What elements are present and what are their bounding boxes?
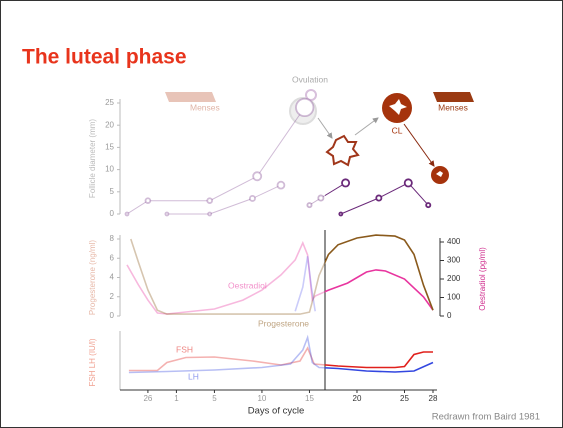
y-axis-title: Follicle diameter (mm): [88, 119, 97, 198]
annotation: Menses: [190, 102, 220, 112]
menses-bar: [165, 92, 216, 102]
y-tick-label: 5: [110, 187, 115, 196]
follicle: [405, 179, 412, 186]
annotation: Menses: [438, 102, 468, 112]
series-label: FSH: [176, 344, 193, 354]
x-tick-label: 26: [143, 394, 152, 403]
x-tick-label: 15: [305, 394, 314, 403]
follicle: [208, 213, 211, 216]
follicle: [296, 99, 313, 116]
y2-tick-label: 200: [447, 274, 461, 283]
follicle: [278, 182, 285, 189]
x-tick-label: 1: [174, 394, 179, 403]
x-tick-label: 25: [400, 394, 409, 403]
y-tick-label: 2: [110, 292, 115, 301]
annotation: Ovulation: [292, 74, 328, 84]
y2-tick-label: 400: [447, 237, 461, 246]
page: {"title": "The luteal phase", "footer": …: [0, 0, 563, 428]
follicle: [165, 213, 168, 216]
follicle: [318, 195, 323, 200]
slide: The luteal phase Redrawn from Baird 1981…: [0, 0, 563, 428]
follicle: [126, 213, 129, 216]
y-tick-label: 25: [105, 98, 114, 107]
y2-tick-label: 0: [447, 311, 452, 320]
follicle: [426, 203, 430, 207]
series-label: Oestradiol: [228, 280, 267, 290]
x-tick-label: 5: [212, 394, 217, 403]
follicle: [339, 213, 342, 216]
y2-tick-label: 100: [447, 293, 461, 302]
y-tick-label: 6: [110, 253, 115, 262]
y-tick-label: 20: [105, 120, 114, 129]
slide-title: The luteal phase: [22, 46, 187, 69]
y-tick-label: 8: [110, 234, 115, 243]
series-label: Progesterone: [258, 318, 309, 328]
menses-bar: [433, 92, 474, 102]
y-tick-label: 15: [105, 143, 114, 152]
follicle: [307, 203, 311, 207]
x-tick-label: 20: [353, 394, 362, 403]
follicle: [250, 196, 255, 201]
follicle: [342, 179, 349, 186]
y-axis-title: Progesterone (ng/ml): [88, 240, 97, 315]
follicle: [376, 195, 381, 200]
x-axis-title: Days of cycle: [248, 406, 305, 417]
follicle: [146, 198, 151, 203]
source-note: Redrawn from Baird 1981: [432, 412, 540, 423]
series-label: LH: [188, 371, 199, 381]
y-tick-label: 0: [110, 209, 115, 218]
y-axis-title: FSH LH (IU/l): [88, 338, 97, 386]
y-tick-label: 4: [110, 273, 115, 282]
y-tick-label: 0: [110, 311, 115, 320]
annotation: CL: [392, 125, 403, 135]
x-tick-label: 28: [429, 394, 438, 403]
follicle: [207, 198, 212, 203]
y2-tick-label: 300: [447, 256, 461, 265]
y-tick-label: 10: [105, 165, 114, 174]
follicle: [253, 172, 261, 180]
y2-axis-title: Oestradiol (pg/ml): [478, 247, 487, 311]
x-tick-label: 10: [257, 394, 266, 403]
